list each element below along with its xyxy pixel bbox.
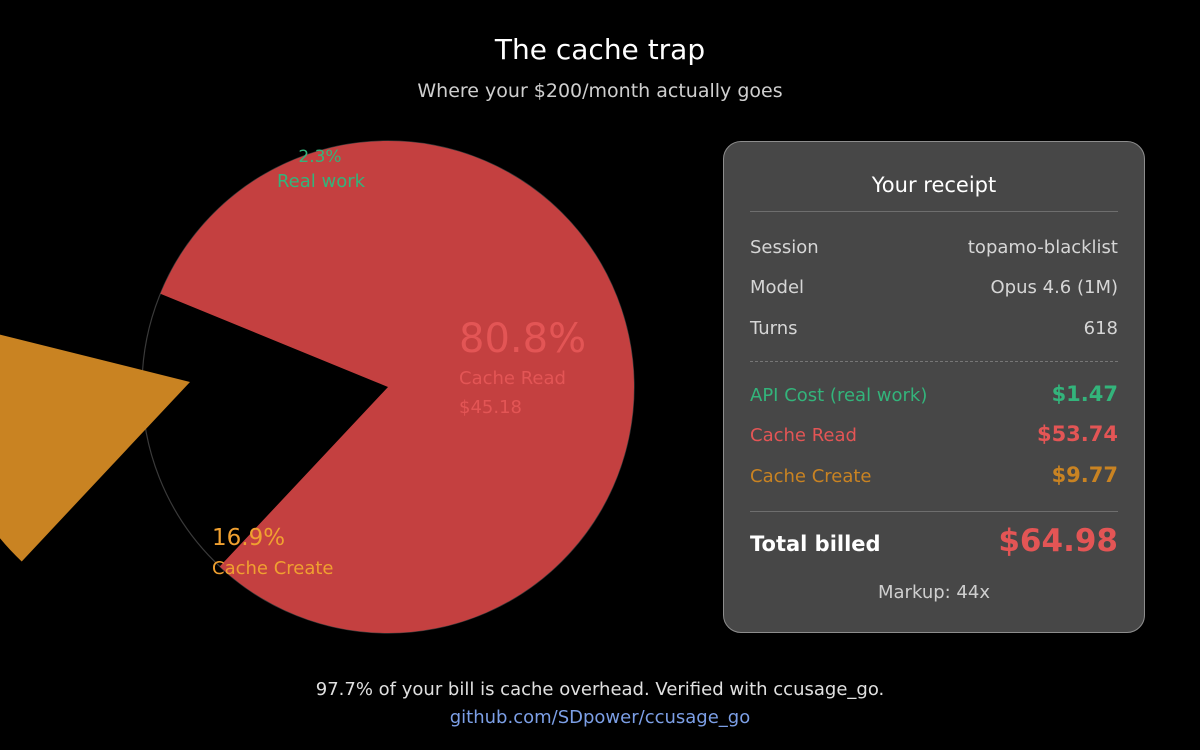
receipt-row-turns: Turns 618 <box>750 318 1118 339</box>
chart-title: The cache trap <box>494 33 706 66</box>
cache-create-value: $9.77 <box>1051 463 1118 487</box>
receipt-row-session: Session topamo-blacklist <box>750 237 1118 258</box>
cache-read-amount-label: $45.18 <box>459 397 522 418</box>
api-cost-label: API Cost (real work) <box>750 385 928 406</box>
total-billed-value: $64.98 <box>998 523 1118 559</box>
cache-read-name-label: Cache Read <box>459 368 566 389</box>
cache-create-label: Cache Create <box>750 466 872 487</box>
total-billed-label: Total billed <box>750 532 881 556</box>
cache-create-name-label: Cache Create <box>212 558 334 579</box>
session-value: topamo-blacklist <box>967 237 1118 258</box>
api-cost-value: $1.47 <box>1051 382 1118 406</box>
cache-create-pct-label: 16.9% <box>212 525 285 551</box>
receipt-row-total: Total billed $64.98 <box>750 523 1118 559</box>
model-value: Opus 4.6 (1M) <box>990 277 1118 298</box>
receipt-dashed-divider <box>750 361 1118 362</box>
github-link[interactable]: github.com/SDpower/ccusage_go <box>449 707 751 728</box>
cache-read-pct-label: 80.8% <box>459 316 586 362</box>
receipt-row-model: Model Opus 4.6 (1M) <box>750 277 1118 298</box>
pie-slice-cache-read <box>160 141 634 634</box>
receipt-row-cache-create: Cache Create $9.77 <box>750 463 1118 487</box>
session-label: Session <box>750 237 819 258</box>
receipt-title: Your receipt <box>871 173 997 197</box>
turns-label: Turns <box>750 318 798 339</box>
chart-subtitle: Where your $200/month actually goes <box>417 80 783 102</box>
cache-read-label: Cache Read <box>750 425 857 446</box>
real-work-name-label: Real work <box>277 171 366 192</box>
receipt-card: Your receipt Session topamo-blacklist Mo… <box>723 141 1145 633</box>
receipt-total-divider <box>750 511 1118 512</box>
receipt-row-api-cost: API Cost (real work) $1.47 <box>750 382 1118 406</box>
receipt-row-cache-read: Cache Read $53.74 <box>750 422 1118 446</box>
real-work-pct-label: 2.3% <box>298 147 341 167</box>
receipt-divider <box>750 211 1118 212</box>
footer-note: 97.7% of your bill is cache overhead. Ve… <box>315 679 885 700</box>
turns-value: 618 <box>1083 318 1118 339</box>
pie-chart: 2.3% Real work 80.8% Cache Read $45.18 1… <box>0 140 635 634</box>
pie-slice-cache-create <box>0 334 190 562</box>
model-label: Model <box>750 277 805 298</box>
cache-read-value: $53.74 <box>1036 422 1118 446</box>
markup-text: Markup: 44x <box>877 582 990 603</box>
